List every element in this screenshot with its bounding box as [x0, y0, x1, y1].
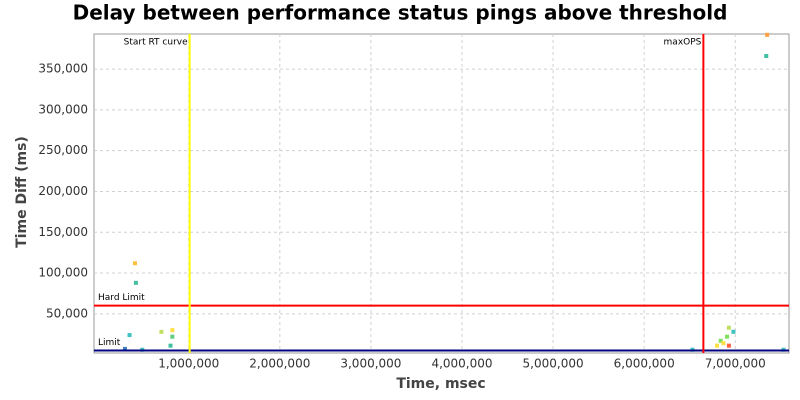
- x-tick-label: 5,000,000: [523, 357, 584, 371]
- point: [726, 343, 731, 348]
- point: [127, 333, 132, 338]
- marker-label: maxOPS: [664, 38, 702, 48]
- x-tick-label: 2,000,000: [249, 357, 310, 371]
- point: [765, 32, 770, 37]
- point: [170, 334, 175, 339]
- threshold-label: Limit: [98, 338, 121, 348]
- point: [715, 343, 720, 348]
- point: [725, 334, 730, 339]
- point: [132, 261, 137, 266]
- plot-area: [93, 33, 790, 354]
- point: [159, 329, 164, 334]
- point: [726, 325, 731, 330]
- x-axis-label: Time, msec: [396, 376, 485, 392]
- marker-label: Start RT curve: [124, 38, 188, 48]
- y-tick-label: 150,000: [38, 225, 88, 239]
- y-tick-label: 250,000: [38, 143, 88, 157]
- y-tick-label: 100,000: [38, 266, 88, 280]
- x-tick-label: 7,000,000: [705, 357, 766, 371]
- y-tick-label: 200,000: [38, 184, 88, 198]
- y-tick-label: 50,000: [46, 306, 88, 320]
- chart-title: Delay between performance status pings a…: [73, 1, 728, 25]
- point: [718, 338, 723, 343]
- x-tick-label: 1,000,000: [158, 357, 219, 371]
- x-tick-label: 3,000,000: [340, 357, 401, 371]
- point: [731, 329, 736, 334]
- x-tick-label: 4,000,000: [431, 357, 492, 371]
- point: [764, 54, 769, 59]
- threshold-label: Hard Limit: [98, 293, 145, 303]
- point: [721, 341, 726, 346]
- point: [133, 280, 138, 285]
- x-tick-label: 6,000,000: [614, 357, 675, 371]
- point: [168, 343, 173, 348]
- y-tick-label: 350,000: [38, 62, 88, 76]
- point: [122, 346, 127, 351]
- y-axis-label: Time Diff (ms): [14, 136, 30, 248]
- y-tick-label: 300,000: [38, 102, 88, 116]
- point: [170, 328, 175, 333]
